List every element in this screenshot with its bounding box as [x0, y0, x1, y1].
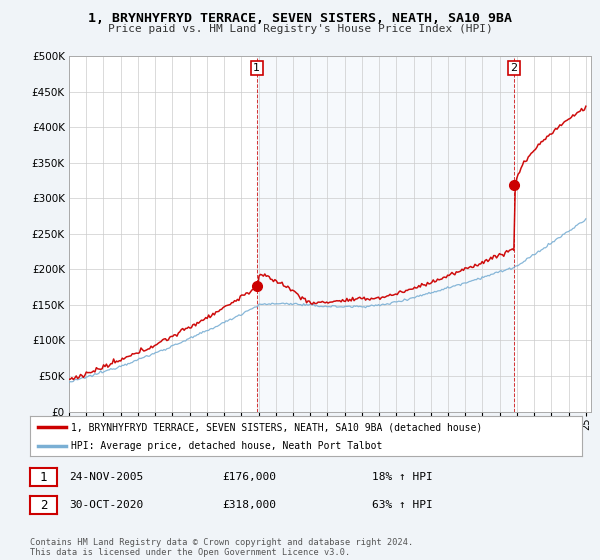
Text: 18% ↑ HPI: 18% ↑ HPI	[372, 472, 433, 482]
Text: 1: 1	[40, 470, 47, 484]
Bar	[257, 56, 514, 412]
Text: 30-OCT-2020: 30-OCT-2020	[69, 500, 143, 510]
Text: HPI: Average price, detached house, Neath Port Talbot: HPI: Average price, detached house, Neat…	[71, 441, 383, 451]
Text: £318,000: £318,000	[222, 500, 276, 510]
Text: 1: 1	[253, 63, 260, 73]
Text: 1, BRYNHYFRYD TERRACE, SEVEN SISTERS, NEATH, SA10 9BA: 1, BRYNHYFRYD TERRACE, SEVEN SISTERS, NE…	[88, 12, 512, 25]
Text: 24-NOV-2005: 24-NOV-2005	[69, 472, 143, 482]
Text: 1, BRYNHYFRYD TERRACE, SEVEN SISTERS, NEATH, SA10 9BA (detached house): 1, BRYNHYFRYD TERRACE, SEVEN SISTERS, NE…	[71, 422, 482, 432]
Text: Contains HM Land Registry data © Crown copyright and database right 2024.
This d: Contains HM Land Registry data © Crown c…	[30, 538, 413, 557]
Text: 63% ↑ HPI: 63% ↑ HPI	[372, 500, 433, 510]
Text: Price paid vs. HM Land Registry's House Price Index (HPI): Price paid vs. HM Land Registry's House …	[107, 24, 493, 34]
Text: 2: 2	[511, 63, 518, 73]
Text: 2: 2	[40, 498, 47, 512]
Text: £176,000: £176,000	[222, 472, 276, 482]
